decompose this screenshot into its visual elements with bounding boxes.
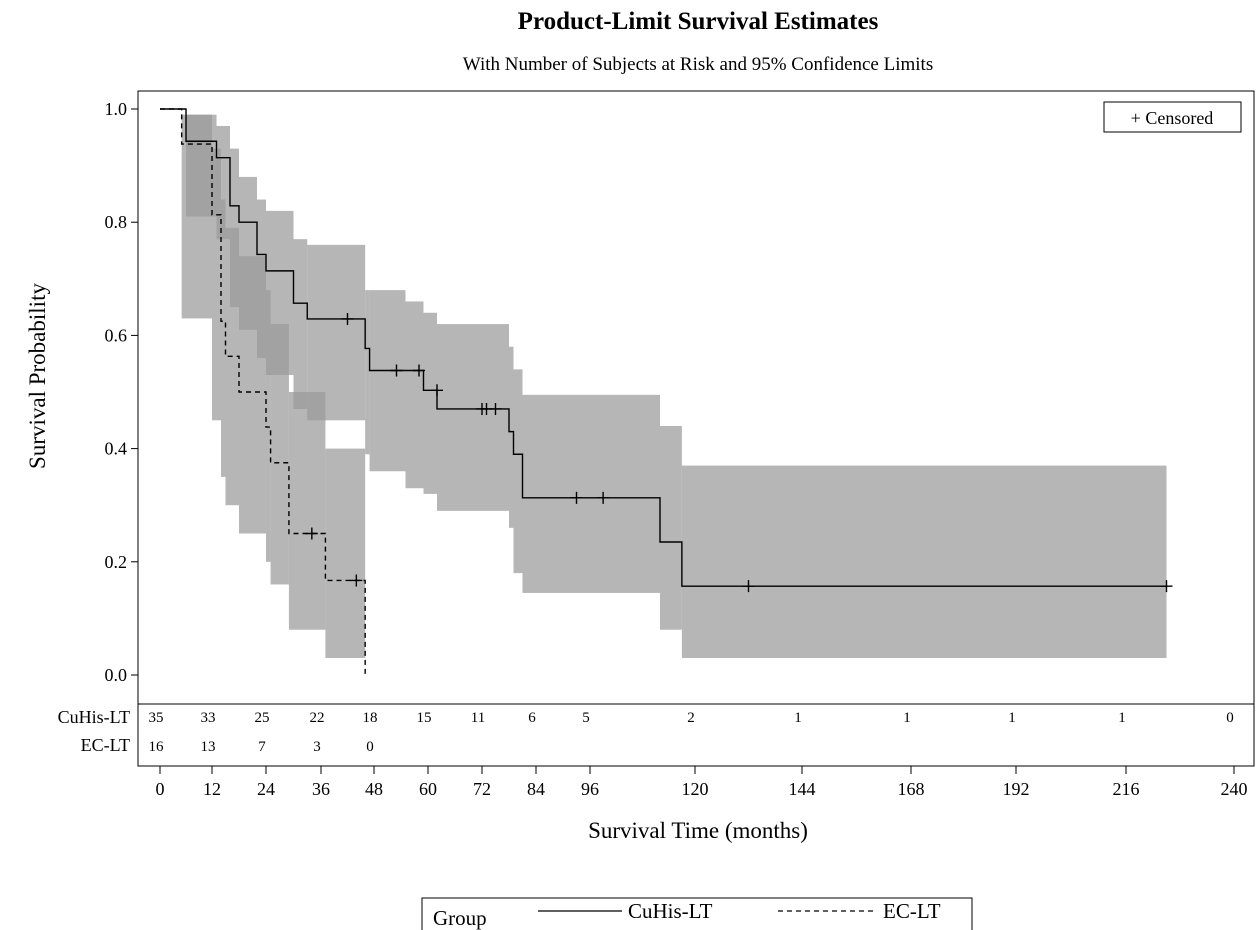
ci-band-cuhis (437, 324, 509, 511)
censored-marker-ec (350, 574, 363, 587)
ci-band-cuhis (369, 290, 406, 472)
at-risk-count-ec: 13 (201, 739, 216, 755)
censored-marker-cuhis (1160, 580, 1173, 593)
ci-band-ec (325, 448, 366, 659)
group-legend-box (421, 897, 973, 930)
x-tick-label: 192 (1003, 779, 1030, 799)
censored-legend-label: + Censored (1131, 108, 1214, 128)
censored-legend: + Censored (1103, 101, 1242, 133)
ci-band-ec (288, 392, 326, 630)
at-risk-count-cuhis: 25 (255, 710, 270, 726)
censored-marker-cuhis (431, 384, 443, 397)
x-tick-label: 36 (312, 779, 330, 799)
ci-band-ec (266, 290, 271, 562)
at-risk-count-ec: 16 (149, 739, 165, 755)
censored-marker-cuhis (742, 580, 755, 593)
at-risk-count-ec: 3 (313, 739, 321, 755)
censored-markers (305, 312, 1173, 593)
y-axis-label: Survival Probability (25, 283, 50, 469)
at-risk-count-cuhis: 2 (687, 710, 695, 726)
confidence-bands (181, 114, 1167, 659)
chart-subtitle: With Number of Subjects at Risk and 95% … (463, 54, 933, 75)
legend-label-cuhis: CuHis-LT (628, 899, 713, 923)
censored-marker-cuhis (570, 491, 583, 504)
risk-row-label-cuhis: CuHis-LT (58, 707, 130, 727)
at-risk-count-cuhis: 15 (417, 710, 432, 726)
ci-band-cuhis (365, 290, 370, 455)
censored-marker-ec (305, 527, 318, 540)
ci-band-ec (221, 199, 226, 477)
ci-band-cuhis (405, 301, 424, 489)
ci-band-cuhis (513, 369, 523, 574)
ci-band-cuhis (307, 244, 366, 421)
x-tick-label: 0 (156, 779, 165, 799)
x-tick-label: 240 (1221, 779, 1248, 799)
ci-band-cuhis (230, 148, 239, 308)
x-tick-label: 144 (789, 779, 816, 799)
x-tick-label: 120 (682, 779, 709, 799)
survival-line-cuhis (160, 108, 1167, 587)
ci-band-cuhis (423, 312, 437, 494)
at-risk-table: CuHis-LT EC-LT 35 33 25 22 18 15 11 6 5 2 1 1 1 1 016 1… (58, 707, 1234, 755)
ci-band-ec (212, 148, 221, 421)
x-tick-label: 168 (898, 779, 925, 799)
ci-band-cuhis (660, 425, 682, 630)
at-risk-count-cuhis: 35 (149, 710, 164, 726)
ci-band-cuhis (681, 465, 1167, 659)
censored-marker-cuhis (413, 364, 425, 377)
risk-table-frame (137, 703, 1255, 767)
x-tick-label: 24 (257, 779, 275, 799)
y-tick-label: 0.8 (105, 212, 128, 232)
y-tick-label: 0.2 (105, 552, 128, 572)
x-tick-label: 96 (581, 779, 599, 799)
ci-band-cuhis (293, 239, 308, 409)
ci-band-ec (239, 256, 266, 534)
ci-band-ec (270, 324, 289, 585)
at-risk-count-cuhis: 5 (582, 710, 590, 726)
x-axis: 0 12 24 36 48 60 72 84 96 120 144 168 192 216 240 (138, 765, 1254, 799)
group-legend: Group CuHis-LT EC-LT (421, 897, 973, 930)
group-legend-title: Group (433, 906, 487, 930)
x-tick-label: 72 (473, 779, 491, 799)
x-tick-label: 84 (527, 779, 545, 799)
y-tick-label: 0.4 (105, 439, 128, 459)
at-risk-count-cuhis: 33 (201, 710, 216, 726)
censored-marker-cuhis (489, 402, 502, 415)
x-tick-label: 60 (419, 779, 437, 799)
censored-marker-cuhis (341, 312, 354, 325)
legend-label-ec: EC-LT (883, 899, 941, 923)
x-tick-label: 12 (203, 779, 221, 799)
y-tick-label: 0.6 (105, 325, 128, 345)
censored-marker-cuhis (390, 364, 403, 377)
ci-band-cuhis (509, 346, 514, 528)
risk-row-label-ec: EC-LT (81, 735, 130, 755)
at-risk-count-cuhis: 1 (794, 710, 802, 726)
at-risk-count-cuhis: 1 (903, 710, 911, 726)
x-tick-label: 48 (365, 779, 383, 799)
at-risk-count-cuhis: 11 (471, 710, 485, 726)
chart-title: Product-Limit Survival Estimates (518, 8, 879, 35)
ci-band-ec (181, 114, 212, 319)
censored-legend-box (1103, 101, 1242, 133)
at-risk-count-ec: 7 (258, 739, 266, 755)
at-risk-count-ec: 0 (366, 739, 374, 755)
at-risk-count-cuhis: 22 (310, 710, 325, 726)
at-risk-count-cuhis: 0 (1226, 710, 1234, 726)
at-risk-count-cuhis: 1 (1118, 710, 1126, 726)
ci-band-ec (225, 227, 239, 506)
y-axis: 0.0 0.2 0.4 0.6 0.8 1.0 (105, 99, 138, 685)
y-tick-label: 1.0 (105, 99, 128, 119)
ci-band-cuhis (522, 394, 660, 593)
y-tick-label: 0.0 (105, 665, 128, 685)
x-axis-label: Survival Time (months) (588, 818, 808, 843)
x-tick-label: 216 (1113, 779, 1140, 799)
censored-marker-cuhis (597, 491, 610, 504)
at-risk-count-cuhis: 1 (1008, 710, 1016, 726)
at-risk-count-cuhis: 6 (528, 710, 536, 726)
at-risk-count-cuhis: 18 (363, 710, 378, 726)
